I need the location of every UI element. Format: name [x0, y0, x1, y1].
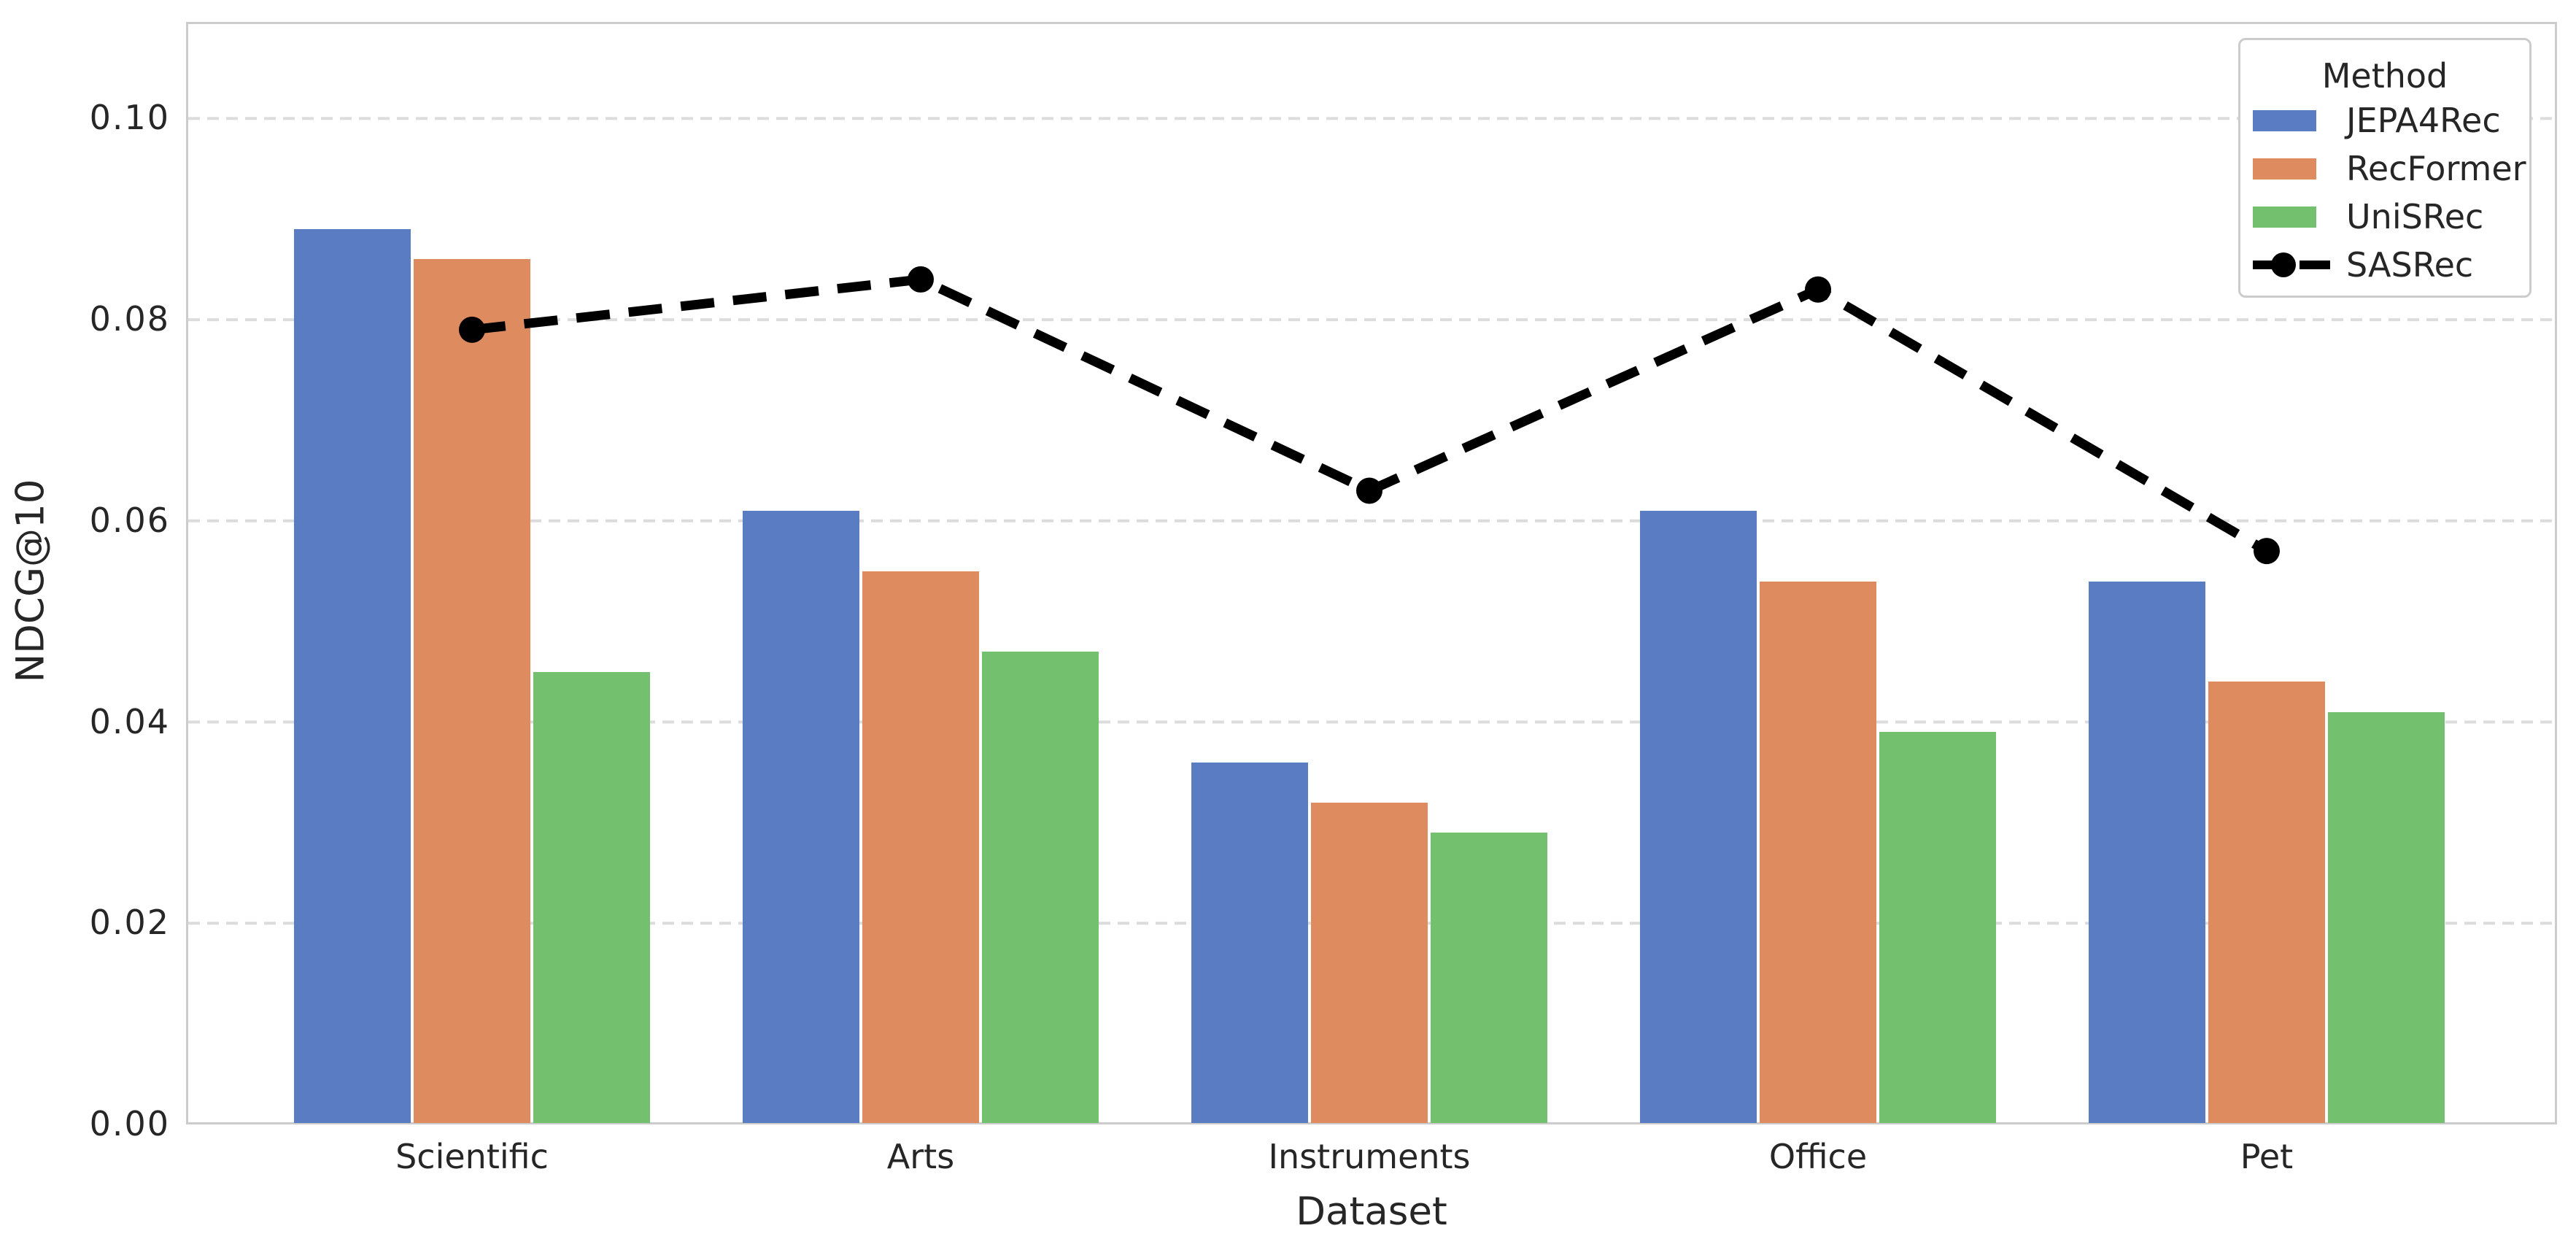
bar-jepa4rec-arts: [743, 511, 859, 1123]
y-tick-label: 0.10: [89, 98, 170, 138]
x-axis-label: Dataset: [1296, 1189, 1447, 1234]
y-tick-label: 0.00: [89, 1103, 170, 1143]
legend-label-recformer: RecFormer: [2346, 149, 2526, 188]
y-tick-label: 0.08: [89, 298, 170, 339]
y-tick-label: 0.04: [89, 701, 170, 741]
legend-swatch-jepa4rec: [2253, 109, 2316, 131]
x-tick-label-office: Office: [1768, 1137, 1868, 1176]
y-axis-label: NDCG@10: [8, 479, 53, 682]
bar-jepa4rec-office: [1640, 511, 1757, 1123]
sasrec-marker-instruments: [1356, 477, 1382, 504]
legend-label-unisrec: UniSRec: [2346, 197, 2484, 236]
bar-recformer-pet: [2208, 682, 2325, 1123]
legend-title: Method: [2321, 56, 2448, 96]
legend-line-sample-sasrec: [2253, 252, 2332, 277]
sasrec-marker-pet: [2254, 538, 2280, 565]
bar-recformer-scientific: [414, 259, 530, 1123]
x-tick-label-scientific: Scientific: [395, 1137, 549, 1176]
y-tick-label: 0.02: [89, 903, 170, 943]
bar-unisrec-instruments: [1431, 833, 1547, 1123]
sasrec-line: [471, 274, 2270, 555]
legend-swatch-unisrec: [2253, 206, 2316, 228]
sasrec-marker-arts: [908, 266, 934, 293]
legend-label-jepa4rec: JEPA4Rec: [2346, 101, 2501, 140]
x-tick-label-pet: Pet: [2240, 1137, 2294, 1176]
legend: Method JEPA4Rec RecFormer UniSRec SASRec: [2238, 38, 2531, 298]
bar-unisrec-arts: [982, 652, 1099, 1123]
legend-item-recformer: RecFormer: [2253, 149, 2526, 188]
bar-jepa4rec-pet: [2089, 581, 2205, 1123]
bar-unisrec-scientific: [533, 671, 650, 1123]
bar-jepa4rec-scientific: [294, 229, 411, 1123]
legend-swatch-recformer: [2253, 158, 2316, 180]
bar-recformer-office: [1760, 581, 1876, 1123]
x-tick-label-arts: Arts: [886, 1137, 955, 1176]
legend-item-unisrec: UniSRec: [2253, 197, 2483, 236]
bar-jepa4rec-instruments: [1191, 762, 1308, 1123]
bar-recformer-arts: [862, 571, 979, 1123]
y-tick-label: 0.06: [89, 500, 170, 540]
bar-unisrec-pet: [2328, 711, 2445, 1123]
legend-label-sasrec: SASRec: [2346, 245, 2474, 285]
sasrec-marker-scientific: [459, 316, 485, 343]
x-tick-label-instruments: Instruments: [1268, 1137, 1471, 1176]
bar-recformer-instruments: [1311, 802, 1428, 1123]
legend-item-jepa4rec: JEPA4Rec: [2253, 101, 2501, 140]
bar-unisrec-office: [1879, 732, 1996, 1123]
sasrec-marker-office: [1805, 276, 1831, 303]
legend-item-sasrec: SASRec: [2253, 245, 2473, 285]
